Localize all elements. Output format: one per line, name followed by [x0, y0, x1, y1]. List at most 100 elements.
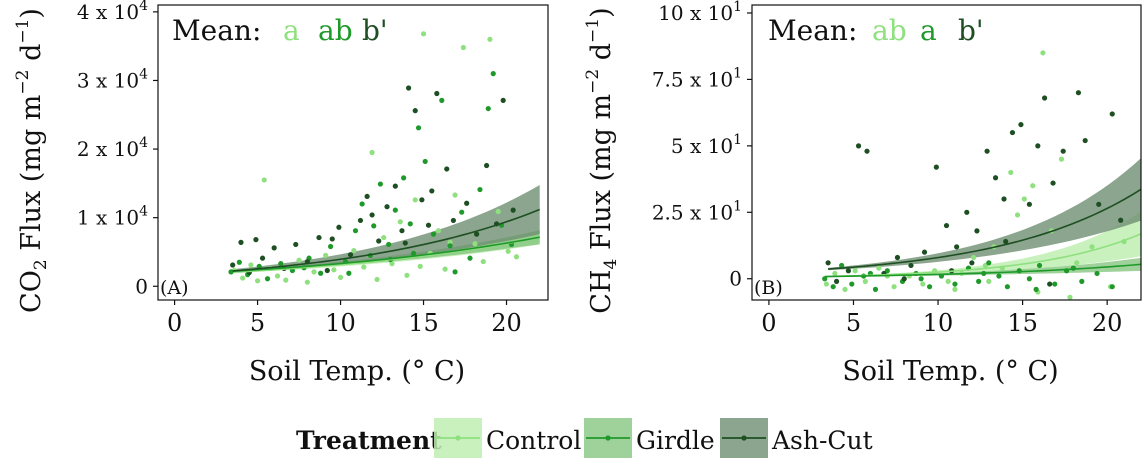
panel-a-points [228, 31, 520, 285]
panel-a-band-girdle [231, 230, 540, 273]
panel-a-point-control-8 [311, 269, 317, 275]
panel-a-point-girdle-27 [485, 105, 491, 112]
panel-a-frame [157, 4, 549, 301]
panel-a-point-control-32 [304, 279, 310, 285]
panel-b-point-control-16 [1008, 169, 1014, 176]
panel-b-point-control-29 [986, 278, 992, 284]
panel-b-point-control-12 [970, 254, 977, 261]
panel-a-point-ashcut-12 [347, 252, 354, 258]
panel-b-x-tick-label-10: 10 [923, 309, 954, 337]
panel-b-mean-letter-ashcut: b' [958, 14, 984, 47]
panel-b-point-girdle-9 [926, 284, 933, 290]
panel-a-point-ashcut-31 [510, 207, 516, 213]
panel-a-point-girdle-17 [401, 175, 407, 181]
panel-a-fit-line-girdle [230, 236, 540, 273]
panel-a-x-tick-label-10: 10 [325, 309, 356, 337]
panel-b-fit-line-ashcut [828, 188, 1142, 270]
panel-a-fits [230, 208, 540, 274]
panel-a-point-control-22 [442, 266, 448, 272]
panel-b-point-ashcut-14 [984, 148, 990, 154]
panel-a-point-control-17 [404, 272, 410, 278]
panel-a-y-tick-label-4: 4 x 104 [77, 0, 148, 24]
panel-b-frame [751, 4, 1142, 301]
panel-b-fit-line-girdle [824, 263, 1142, 278]
panel-b-y-tick-label-1: 2.5 x 101 [652, 198, 742, 224]
panel-b-point-girdle-13 [976, 278, 982, 284]
panel-a-mean-letter-girdle: ab [318, 14, 353, 47]
panel-a-point-control-15 [389, 261, 395, 267]
panel-b-point-control-20 [1040, 50, 1046, 56]
panel-a-x-tick-label-20: 20 [491, 309, 522, 337]
panel-b-point-ashcut-13 [974, 228, 980, 234]
panel-b-point-control-4 [862, 278, 868, 284]
panel-b-mean-annotation: Mean: ab a b' [768, 14, 984, 47]
panel-b-point-girdle-1 [830, 284, 836, 290]
panel-b-point-girdle-2 [839, 262, 845, 269]
panel-a-point-control-2 [248, 262, 254, 268]
panel-b-point-ashcut-32 [1047, 281, 1053, 287]
panel-b-point-ashcut-1 [833, 278, 840, 284]
panel-a-point-ashcut-28 [483, 162, 490, 169]
panel-b-point-girdle-25 [918, 276, 924, 282]
panel-a-point-girdle-15 [386, 241, 392, 248]
panel-b-point-ashcut-0 [825, 260, 831, 266]
panel-b-point-girdle-19 [1036, 262, 1043, 269]
panel-b-point-girdle-27 [1033, 286, 1039, 292]
panel-a-point-ashcut-9 [316, 234, 322, 241]
panel-b: 0 5 10 15 20 0 2.5 x 101 5 x 101 7.5 x 101 10 x 1… [583, 0, 1142, 387]
panel-a-point-control-4 [261, 177, 267, 183]
panel-a-point-girdle-1 [236, 259, 242, 265]
panel-a-point-ashcut-4 [259, 255, 266, 261]
panel-b-bands [824, 158, 1141, 277]
panel-a-point-girdle-22 [439, 97, 445, 103]
panel-a-point-ashcut-25 [450, 217, 457, 224]
panel-b-tag: (B) [754, 277, 783, 299]
panel-a-point-ashcut-7 [293, 241, 299, 248]
panel-b-point-ashcut-20 [1035, 143, 1041, 149]
panel-b-y-tick-label-3: 7.5 x 101 [652, 65, 742, 91]
panel-b-x-tick-label-5: 5 [846, 309, 861, 337]
panel-b-point-ashcut-8 [921, 249, 928, 255]
panel-a-point-control-27 [487, 36, 493, 42]
panel-a-point-girdle-18 [407, 221, 413, 227]
panel-a-point-girdle-4 [264, 276, 271, 282]
panel-b-point-control-6 [891, 284, 897, 290]
panel-a-point-girdle-23 [447, 243, 453, 249]
panel-a-point-ashcut-0 [230, 262, 236, 268]
panel-b-point-ashcut-11 [954, 244, 960, 250]
panel-b-point-ashcut-31 [1003, 238, 1009, 245]
panel-a-point-ashcut-3 [253, 237, 259, 243]
panel-a-band-ashcut [232, 184, 540, 273]
panel-b-point-girdle-0 [822, 276, 828, 282]
panel-b-y-tick-label-0: 0 [729, 267, 742, 291]
panel-a-y-tick-label-0: 0 [135, 274, 148, 298]
panel-a-point-control-9 [323, 252, 329, 259]
panel-a-point-control-25 [472, 241, 478, 247]
panel-a-point-control-35 [331, 267, 337, 273]
panel-a-point-control-1 [240, 275, 246, 281]
panel-a-point-ashcut-35 [329, 236, 335, 242]
legend-label-ashcut: Ash-Cut [771, 426, 873, 455]
panel-a-point-control-33 [283, 277, 289, 283]
legend-item-control: Control [434, 418, 581, 458]
panel-b-point-girdle-14 [986, 260, 992, 266]
panel-a-x-tick-label-0: 0 [167, 309, 182, 337]
legend-dot-ashcut [741, 435, 747, 441]
panel-b-band-control [826, 211, 1141, 277]
panel-b-point-ashcut-29 [901, 276, 907, 282]
panel-a-point-ashcut-16 [384, 204, 390, 210]
panel-a-point-ashcut-24 [444, 166, 450, 172]
panel-b-band-ashcut [828, 158, 1141, 271]
panel-a-point-girdle-26 [477, 186, 483, 193]
panel-b-point-ashcut-18 [1018, 121, 1024, 128]
panel-b-point-ashcut-6 [894, 254, 901, 261]
panel-b-point-girdle-20 [1052, 281, 1058, 287]
panel-a-point-control-31 [374, 276, 380, 283]
panel-b-point-ashcut-16 [1001, 196, 1007, 202]
panel-b-point-girdle-11 [952, 281, 958, 287]
panel-b-point-ashcut-22 [1050, 180, 1056, 186]
panel-a-point-control-13 [369, 149, 375, 156]
panel-b-point-ashcut-28 [1118, 217, 1124, 223]
panel-b-mean-letter-girdle: a [920, 14, 937, 47]
